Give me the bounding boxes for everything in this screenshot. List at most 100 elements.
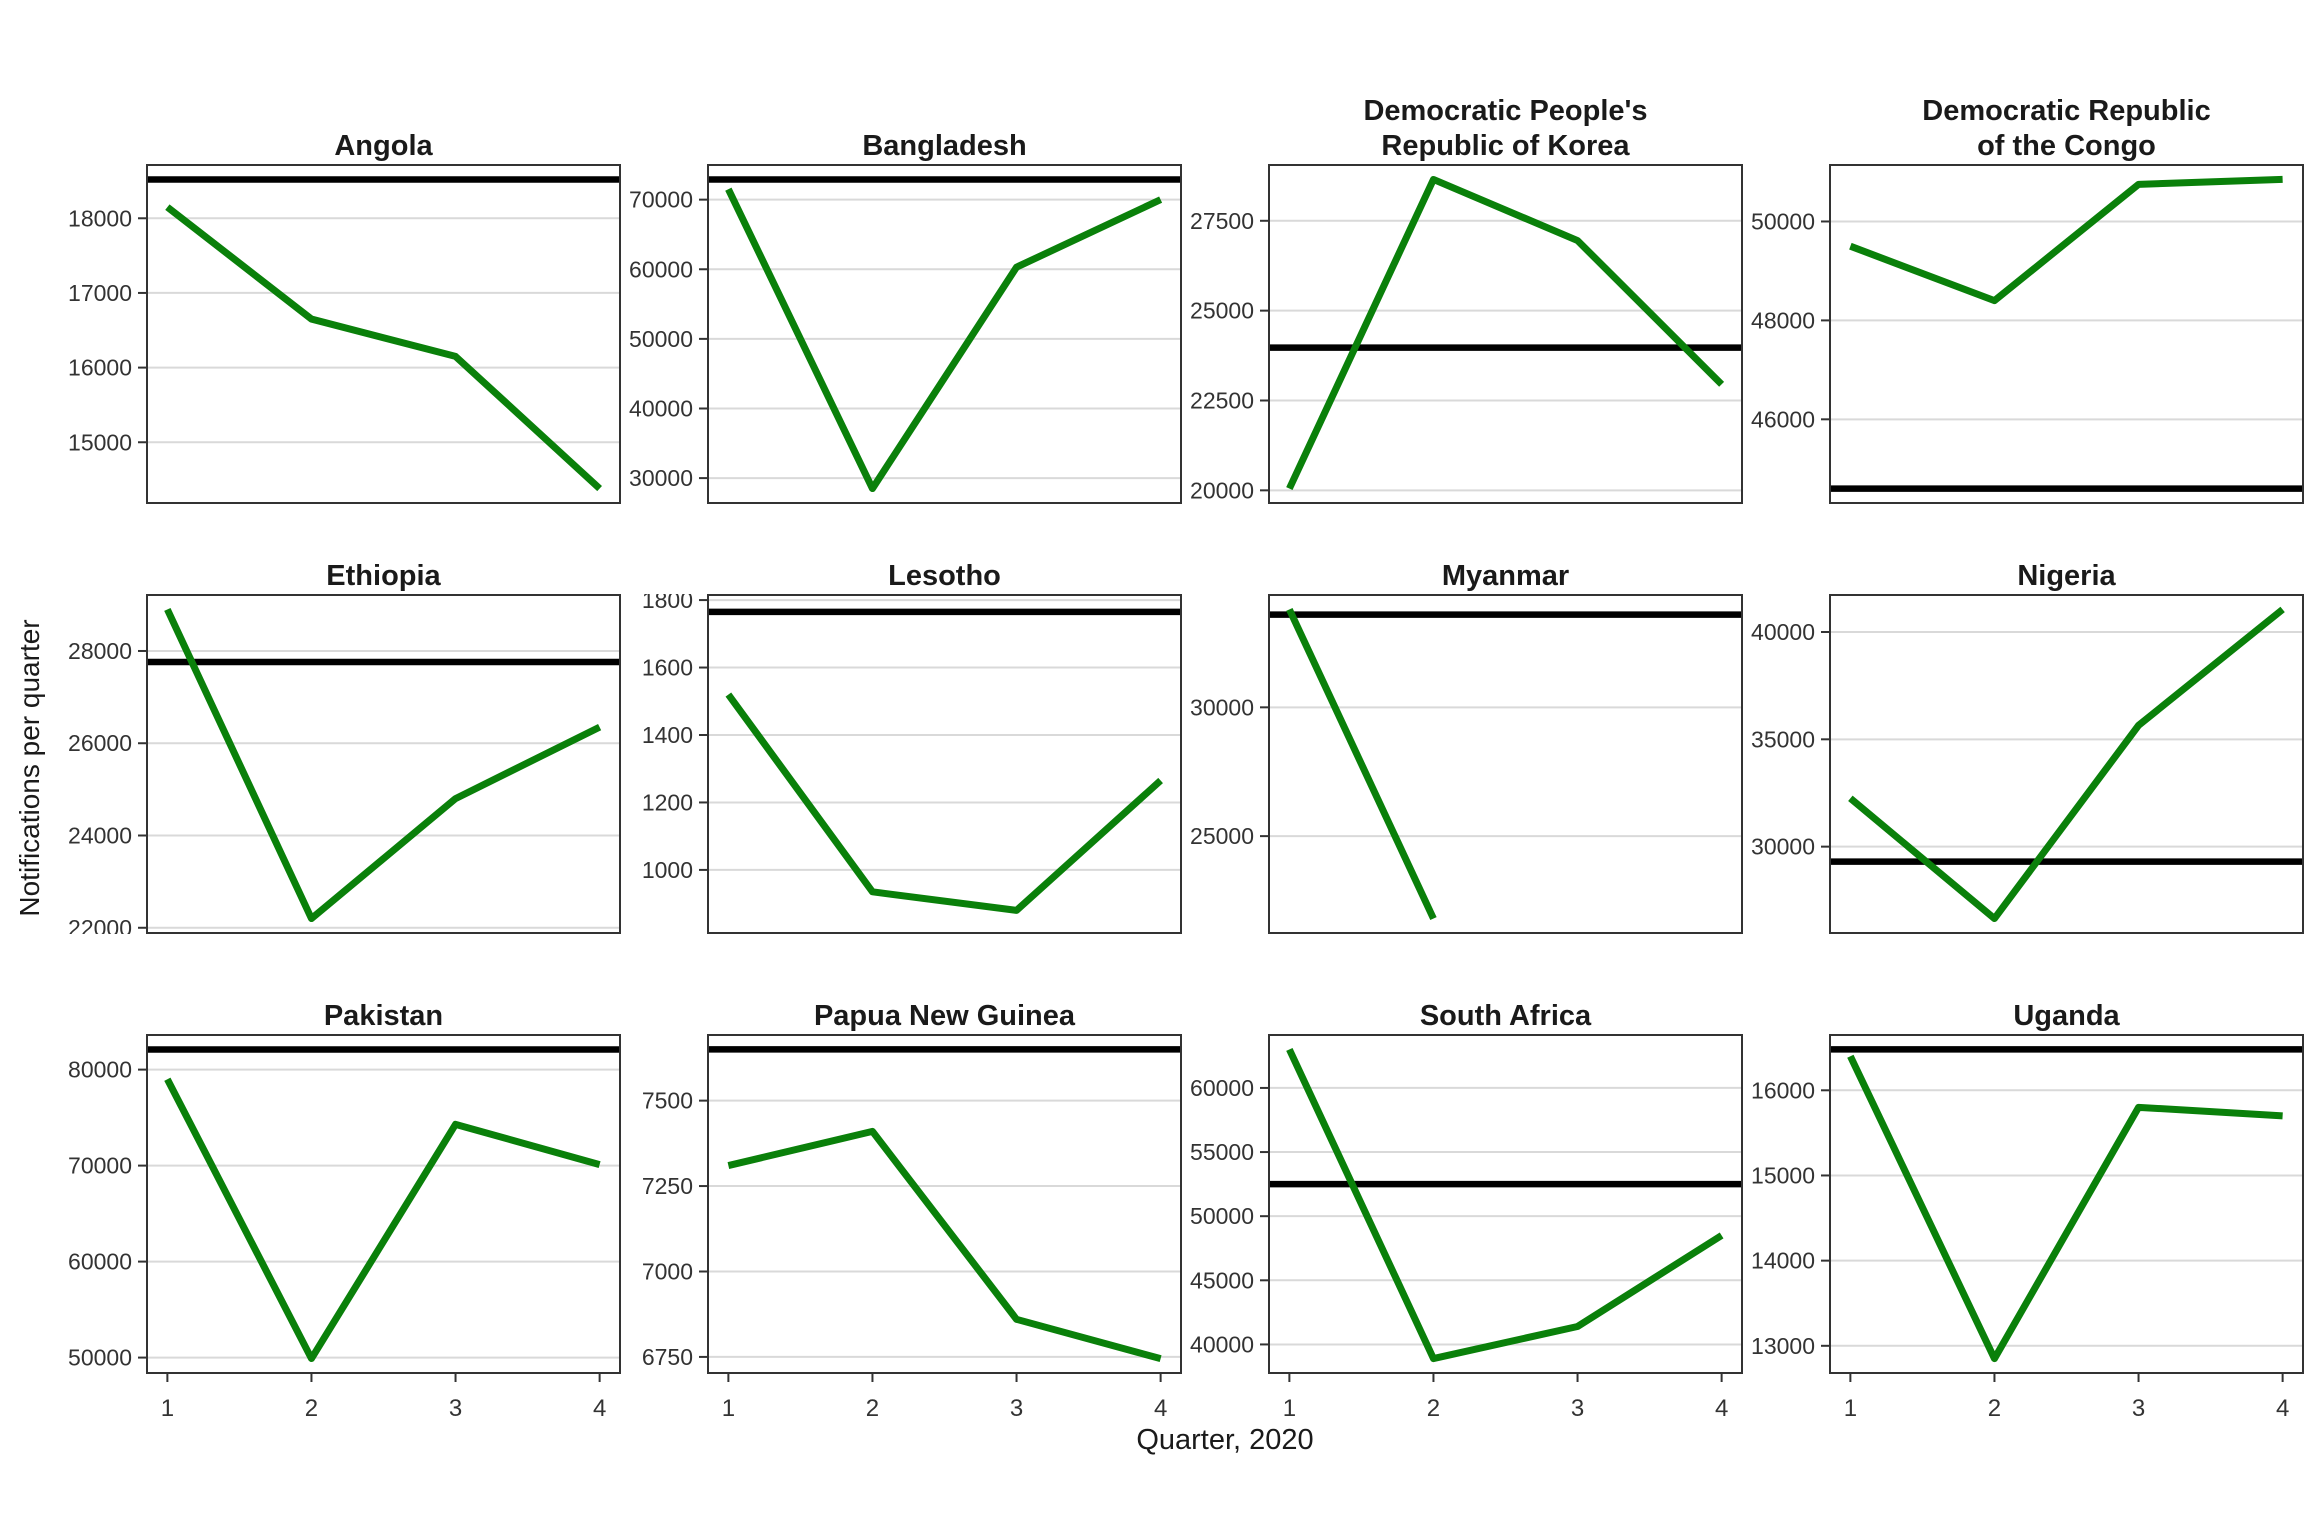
svg-text:1: 1 bbox=[1283, 1395, 1296, 1422]
svg-text:70000: 70000 bbox=[629, 187, 693, 213]
svg-text:50000: 50000 bbox=[68, 1345, 132, 1371]
facet-panel-uganda: 13000 14000 15000 16000 1 2 3 4 bbox=[1751, 1034, 2304, 1422]
facet-title-line: Myanmar bbox=[1441, 560, 1570, 592]
svg-text:26000: 26000 bbox=[68, 730, 132, 756]
svg-text:25000: 25000 bbox=[1190, 298, 1254, 324]
svg-text:13000: 13000 bbox=[1751, 1333, 1815, 1359]
facet-nigeria: Nigeria 30000 35000 40000 bbox=[1743, 558, 2304, 934]
svg-text:1000: 1000 bbox=[642, 857, 693, 883]
svg-text:60000: 60000 bbox=[629, 256, 693, 282]
svg-text:2: 2 bbox=[866, 1395, 879, 1422]
facet-dr-congo: Democratic Republic of the Congo 46000 48… bbox=[1743, 72, 2304, 504]
svg-text:1: 1 bbox=[1844, 1395, 1857, 1422]
svg-text:3: 3 bbox=[1010, 1395, 1023, 1422]
facet-title-myanmar: Myanmar bbox=[1268, 558, 1743, 594]
svg-text:1400: 1400 bbox=[642, 722, 693, 748]
facet-title-papua-new-guinea: Papua New Guinea bbox=[707, 998, 1182, 1034]
facet-papua-new-guinea: Papua New Guinea 6750 7000 7250 7500 1 2 3 4 bbox=[621, 998, 1182, 1426]
svg-text:80000: 80000 bbox=[68, 1057, 132, 1083]
svg-text:48000: 48000 bbox=[1751, 307, 1815, 333]
facet-grid: Angola 15000 16000 17000 18000 Bangladesh 3… bbox=[60, 72, 2304, 1426]
svg-text:70000: 70000 bbox=[68, 1153, 132, 1179]
svg-text:22000: 22000 bbox=[68, 915, 132, 934]
svg-text:7000: 7000 bbox=[642, 1258, 693, 1284]
facet-title-line: Lesotho bbox=[888, 560, 1001, 592]
facet-title-line: South Africa bbox=[1419, 1000, 1592, 1032]
facet-panel-dr-congo: 46000 48000 50000 bbox=[1751, 164, 2304, 504]
facet-row-1: Angola 15000 16000 17000 18000 Bangladesh 3… bbox=[60, 72, 2304, 504]
svg-text:30000: 30000 bbox=[1751, 834, 1815, 860]
facet-pakistan: Pakistan 50000 60000 70000 80000 1 2 3 4 bbox=[60, 998, 621, 1426]
svg-text:25000: 25000 bbox=[1190, 823, 1254, 849]
y-axis-title: Notifications per quarter bbox=[14, 619, 45, 917]
facet-panel-pakistan: 50000 60000 70000 80000 1 2 3 4 bbox=[68, 1034, 621, 1422]
facet-uganda: Uganda 13000 14000 15000 16000 1 2 3 4 bbox=[1743, 998, 2304, 1426]
facet-title-line: Republic of Korea bbox=[1381, 130, 1630, 162]
svg-text:3: 3 bbox=[2132, 1395, 2145, 1422]
svg-text:50000: 50000 bbox=[1751, 208, 1815, 234]
svg-text:24000: 24000 bbox=[68, 823, 132, 849]
svg-text:18000: 18000 bbox=[68, 205, 132, 231]
facet-title-line: Papua New Guinea bbox=[813, 1000, 1076, 1032]
facet-bangladesh: Bangladesh 30000 40000 50000 60000 70000 bbox=[621, 72, 1182, 504]
facet-panel-lesotho: 1000 1200 1400 1600 1800 bbox=[642, 594, 1182, 934]
facet-title-nigeria: Nigeria bbox=[1829, 558, 2304, 594]
facet-lesotho: Lesotho 1000 1200 1400 1600 1800 bbox=[621, 558, 1182, 934]
svg-text:1200: 1200 bbox=[642, 789, 693, 815]
svg-text:60000: 60000 bbox=[68, 1249, 132, 1275]
facet-title-line: Pakistan bbox=[323, 1000, 444, 1032]
x-axis-title: Quarter, 2020 bbox=[1136, 1424, 1314, 1456]
facet-title-south-africa: South Africa bbox=[1268, 998, 1743, 1034]
svg-text:4: 4 bbox=[1154, 1395, 1167, 1422]
facet-panel-papua-new-guinea: 6750 7000 7250 7500 1 2 3 4 bbox=[642, 1034, 1182, 1422]
facet-panel-dpr-korea: 20000 22500 25000 27500 bbox=[1190, 164, 1743, 504]
svg-text:4: 4 bbox=[2276, 1395, 2289, 1422]
svg-text:15000: 15000 bbox=[68, 429, 132, 455]
svg-text:3: 3 bbox=[1571, 1395, 1584, 1422]
svg-text:30000: 30000 bbox=[629, 465, 693, 491]
svg-text:2: 2 bbox=[1988, 1395, 2001, 1422]
svg-text:46000: 46000 bbox=[1751, 406, 1815, 432]
facet-title-uganda: Uganda bbox=[1829, 998, 2304, 1034]
svg-text:40000: 40000 bbox=[1751, 619, 1815, 645]
svg-text:17000: 17000 bbox=[68, 280, 132, 306]
facet-angola: Angola 15000 16000 17000 18000 bbox=[60, 72, 621, 504]
svg-text:16000: 16000 bbox=[68, 355, 132, 381]
svg-text:45000: 45000 bbox=[1190, 1267, 1254, 1293]
facet-title-pakistan: Pakistan bbox=[146, 998, 621, 1034]
svg-text:28000: 28000 bbox=[68, 638, 132, 664]
svg-text:16000: 16000 bbox=[1751, 1077, 1815, 1103]
facet-south-africa: South Africa 40000 45000 50000 55000 60000 1 2… bbox=[1182, 998, 1743, 1426]
svg-text:20000: 20000 bbox=[1190, 477, 1254, 503]
facet-title-line: Ethiopia bbox=[326, 560, 441, 592]
svg-text:40000: 40000 bbox=[629, 395, 693, 421]
facet-title-line: of the Congo bbox=[1977, 130, 2156, 162]
svg-text:7500: 7500 bbox=[642, 1088, 693, 1114]
facet-title-line: Nigeria bbox=[2017, 560, 2116, 592]
svg-text:1: 1 bbox=[722, 1395, 735, 1422]
facet-title-dpr-korea: Democratic People's Republic of Korea bbox=[1268, 72, 1743, 164]
facet-panel-ethiopia: 22000 24000 26000 28000 bbox=[68, 594, 621, 934]
facet-row-3: Pakistan 50000 60000 70000 80000 1 2 3 4 Papua … bbox=[60, 998, 2304, 1426]
facet-row-2: Ethiopia 22000 24000 26000 28000 Lesotho 10… bbox=[60, 558, 2304, 934]
svg-text:1800: 1800 bbox=[642, 594, 693, 613]
facet-title-line: Democratic Republic bbox=[1922, 95, 2211, 127]
svg-text:27500: 27500 bbox=[1190, 208, 1254, 234]
facet-title-bangladesh: Bangladesh bbox=[707, 72, 1182, 164]
svg-text:1600: 1600 bbox=[642, 655, 693, 681]
svg-text:60000: 60000 bbox=[1190, 1075, 1254, 1101]
svg-text:4: 4 bbox=[1715, 1395, 1728, 1422]
svg-text:3: 3 bbox=[449, 1395, 462, 1422]
svg-text:40000: 40000 bbox=[1190, 1331, 1254, 1357]
facet-panel-angola: 15000 16000 17000 18000 bbox=[68, 164, 621, 504]
facet-title-line: Angola bbox=[334, 130, 433, 162]
svg-text:2: 2 bbox=[1427, 1395, 1440, 1422]
facet-title-line: Bangladesh bbox=[862, 130, 1027, 162]
facet-dpr-korea: Democratic People's Republic of Korea 20… bbox=[1182, 72, 1743, 504]
facet-myanmar: Myanmar 25000 30000 bbox=[1182, 558, 1743, 934]
svg-text:2: 2 bbox=[305, 1395, 318, 1422]
facet-panel-nigeria: 30000 35000 40000 bbox=[1751, 594, 2304, 934]
svg-text:55000: 55000 bbox=[1190, 1139, 1254, 1165]
svg-text:7250: 7250 bbox=[642, 1173, 693, 1199]
